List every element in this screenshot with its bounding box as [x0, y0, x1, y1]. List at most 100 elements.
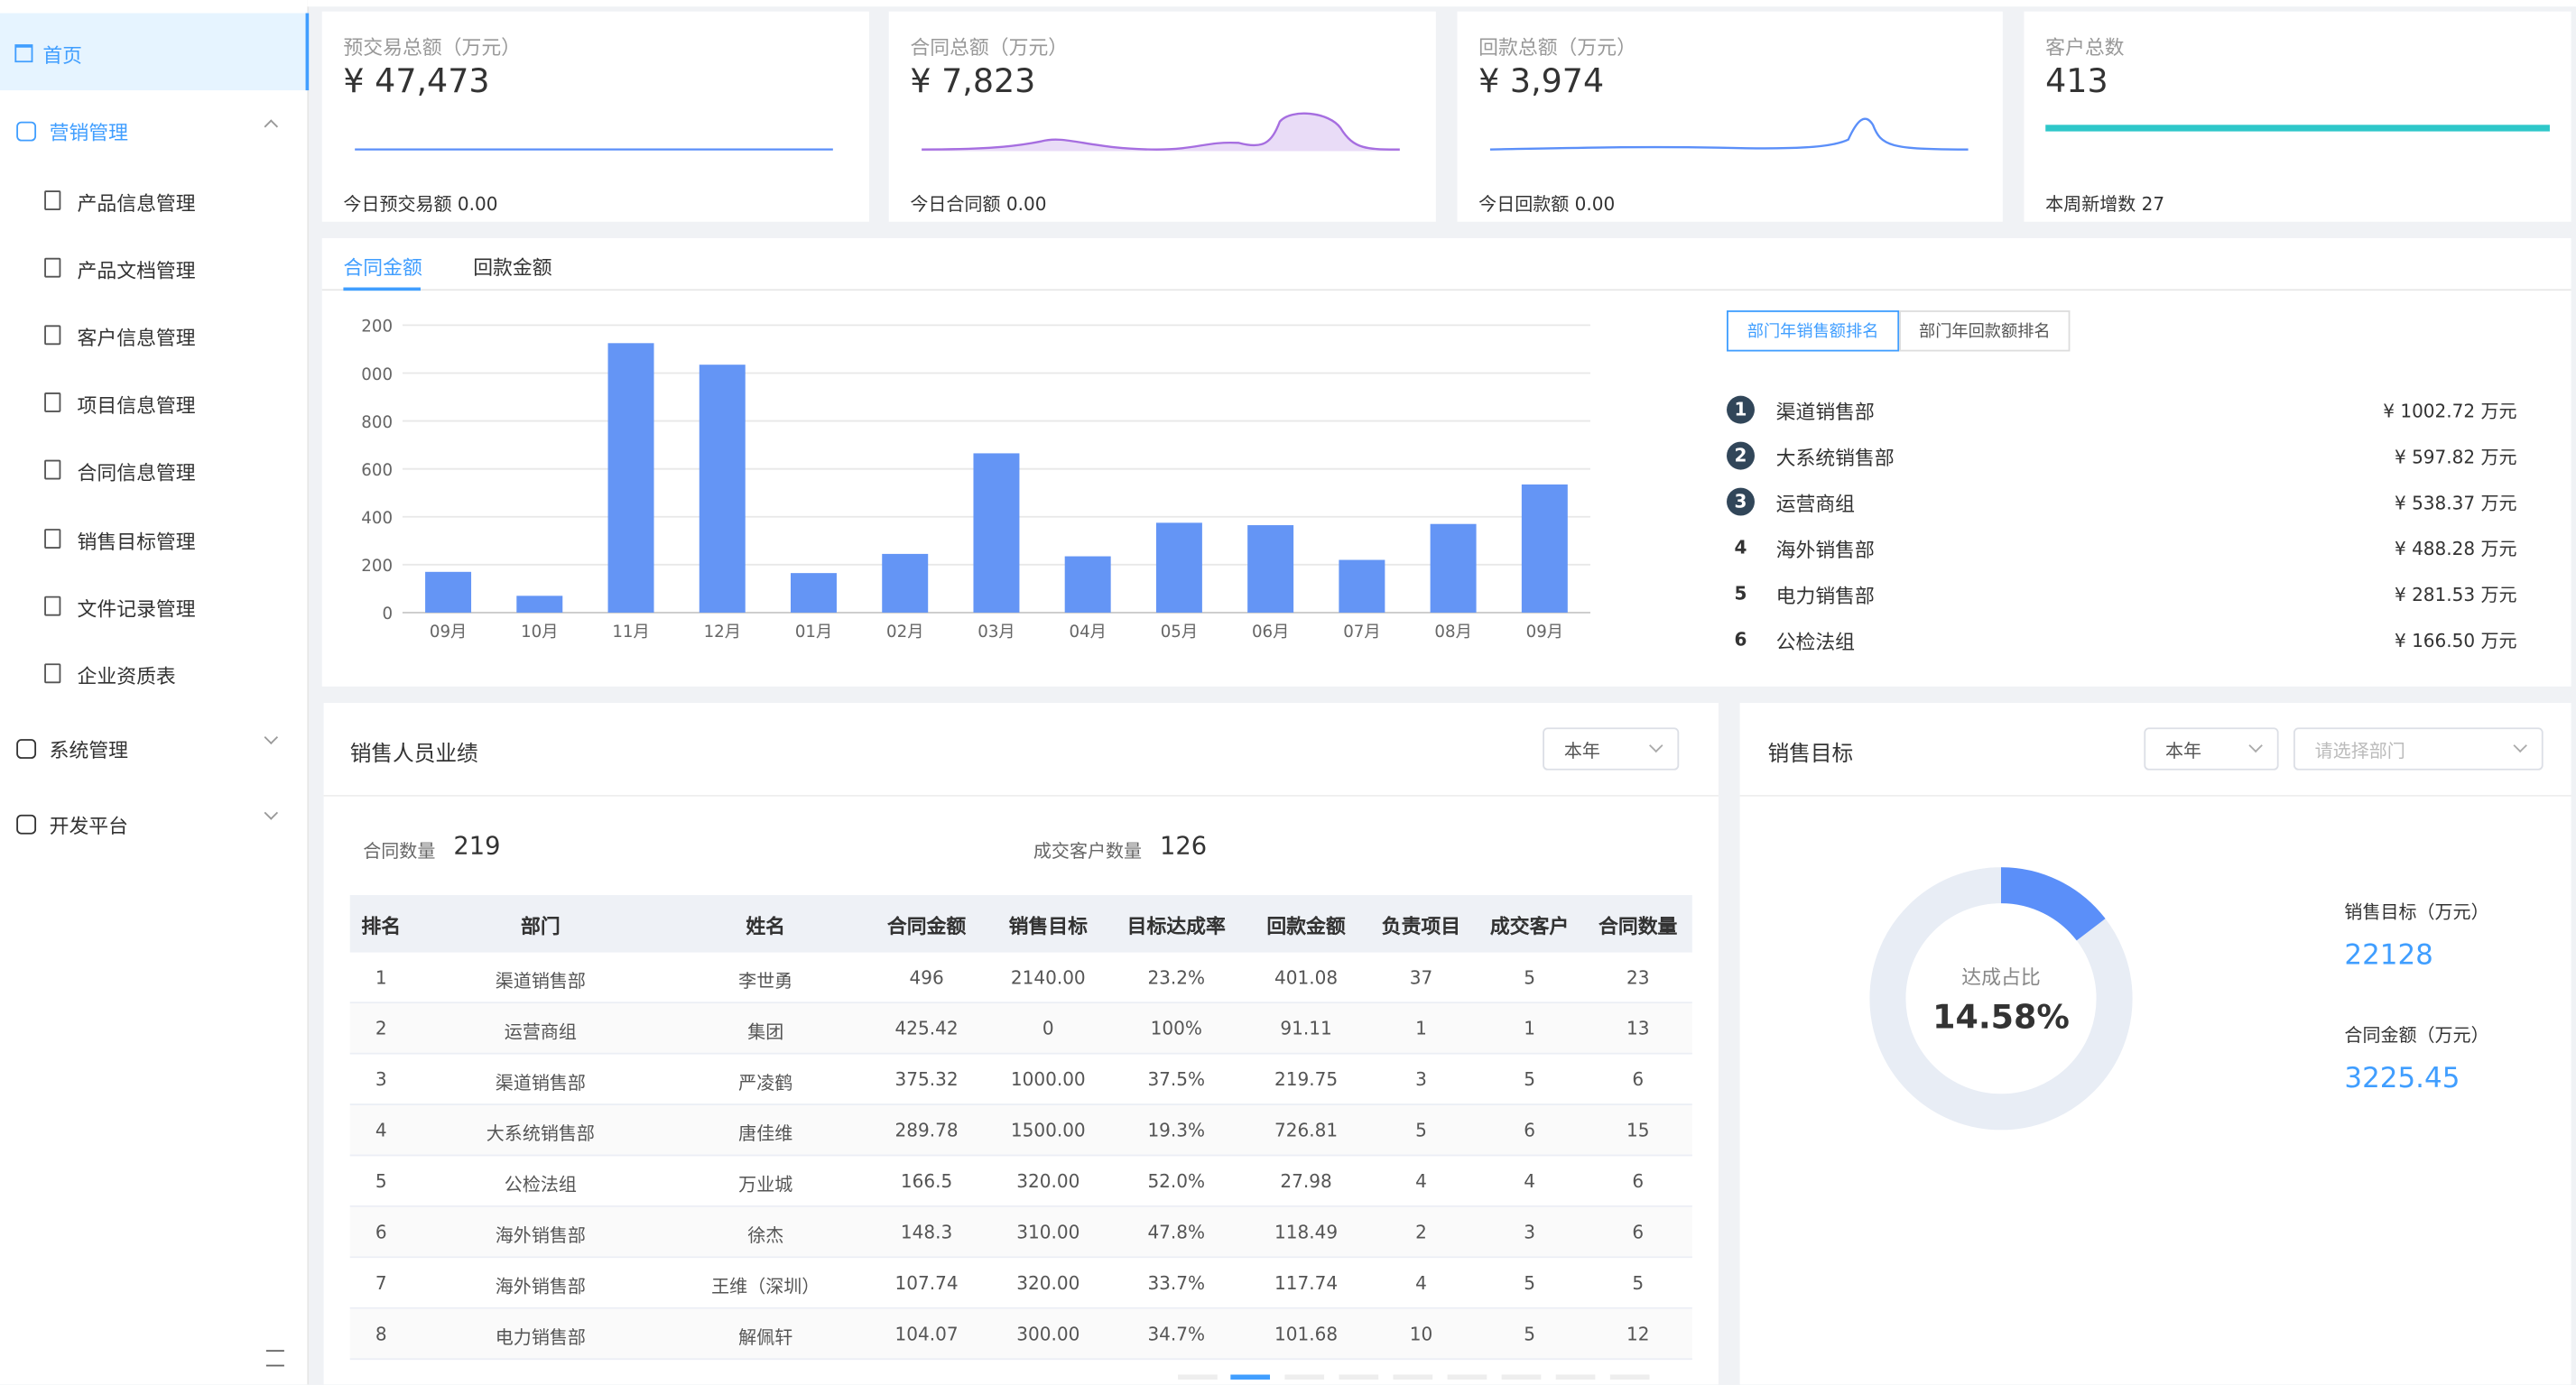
stat-card: 客户总数 413 本周新增数 27 [2024, 11, 2571, 222]
table-cell: 6 [1632, 1170, 1645, 1193]
select[interactable]: 本年 [1543, 727, 1680, 771]
x-tick-label: 10月 [521, 623, 558, 642]
select-arrow [2513, 738, 2527, 753]
stat-card: 回款总额（万元） ¥ 3,974 今日回款额 0.00 [1457, 11, 2003, 222]
rank-amount: ¥ 1002.72 万元 [2383, 401, 2517, 422]
table-cell: 5 [1524, 1272, 1535, 1295]
target-label: 销售目标（万元） [2344, 901, 2489, 923]
table-cell: 1500.00 [1010, 1120, 1086, 1142]
collapse-button[interactable] [265, 1350, 284, 1367]
card-footer: 今日合同额 0.00 [910, 193, 1047, 216]
submenu-icon [44, 528, 61, 549]
submenu-item[interactable]: 产品文档管理 [0, 235, 306, 300]
table-header: 姓名 [746, 914, 786, 938]
pagination-item[interactable] [1609, 1374, 1650, 1380]
select-text: 本年 [1563, 740, 1600, 762]
stat-label: 合同数量 [363, 840, 436, 863]
table-row [349, 1003, 1692, 1055]
pagination-item[interactable] [1178, 1374, 1218, 1380]
menu-group[interactable]: 系统管理 [0, 716, 306, 782]
x-tick-label: 09月 [430, 623, 467, 642]
table-cell: 5 [1415, 1120, 1427, 1142]
pagination-item[interactable] [1339, 1374, 1379, 1380]
table-cell: 解佩轩 [738, 1326, 793, 1349]
table-cell: 101.68 [1274, 1324, 1339, 1345]
menu-label: 开发平台 [49, 814, 129, 838]
sparkline [1489, 117, 1969, 151]
bar-chart: 0 200 400 600 800 000 200 09月 10月 11月 12月 01月 02月 03月… [361, 318, 1590, 642]
table-cell: 王维（深圳） [711, 1276, 820, 1297]
select[interactable]: 请选择部门 [2293, 727, 2544, 771]
rank-name: 渠道销售部 [1775, 401, 1875, 424]
table-cell: 37.5% [1147, 1068, 1206, 1091]
amount-label: 合同金额（万元） [2344, 1024, 2489, 1047]
table-cell: 徐杰 [747, 1224, 784, 1247]
bar [1521, 484, 1568, 613]
table-cell: 148.3 [900, 1222, 953, 1243]
select[interactable]: 本年 [2144, 727, 2279, 771]
pagination-item[interactable] [1393, 1374, 1433, 1380]
submenu-label: 销售目标管理 [77, 530, 196, 553]
table-cell: 15 [1626, 1120, 1650, 1142]
card-sparkline [355, 148, 833, 151]
table-cell: 34.7% [1147, 1324, 1206, 1345]
table-cell: 104.07 [894, 1324, 959, 1345]
card-title: 合同总额（万元） [910, 36, 1069, 60]
table-header: 成交客户 [1489, 914, 1570, 938]
submenu-item[interactable]: 合同信息管理 [0, 438, 306, 503]
pagination-item[interactable] [1555, 1374, 1596, 1380]
pagination-item[interactable] [1230, 1374, 1271, 1380]
submenu-label: 产品文档管理 [77, 259, 196, 283]
table-cell: 6 [1632, 1222, 1645, 1243]
sales-target-panel: 销售目标 本年 请选择部门 达成占比 14.58% 销售目标（万元） 22128 合同金额（万… [1739, 703, 2571, 1385]
table-header: 回款金额 [1266, 914, 1346, 938]
table-row [349, 1308, 1692, 1361]
ranking-tab[interactable]: 部门年回款额排名 [1899, 310, 2071, 352]
x-tick-label: 05月 [1161, 623, 1198, 642]
submenu-item[interactable]: 项目信息管理 [0, 370, 306, 436]
table-cell: 320.00 [1016, 1272, 1080, 1295]
chart-tab[interactable]: 合同金额 [343, 255, 422, 280]
menu-arrow [264, 730, 279, 744]
menu-group[interactable]: 开发平台 [0, 791, 306, 857]
donut-label: 达成占比 [1961, 965, 2041, 989]
bar [1247, 525, 1294, 613]
table-cell: 1 [1415, 1018, 1427, 1040]
table-cell: 2 [1415, 1222, 1427, 1243]
submenu-label: 客户信息管理 [77, 327, 196, 351]
pagination-item[interactable] [1284, 1374, 1325, 1380]
table-cell: 496 [909, 967, 944, 989]
table-cell: 6 [375, 1222, 387, 1243]
y-tick-label: 000 [361, 365, 393, 384]
table-cell: 4 [1415, 1170, 1427, 1193]
pagination-item[interactable] [1447, 1374, 1487, 1380]
menu-icon [14, 44, 33, 63]
table-cell: 6 [1632, 1068, 1645, 1091]
bar [425, 571, 472, 613]
menu-label: 首页 [42, 44, 83, 68]
table-cell: 4 [1415, 1272, 1427, 1295]
ranking-tab[interactable]: 部门年销售额排名 [1727, 310, 1900, 352]
table-cell: 117.74 [1274, 1272, 1339, 1295]
menu-group[interactable]: 营销管理 [0, 98, 306, 164]
table-cell: 1 [375, 967, 387, 989]
menu-item-home[interactable]: 首页 [0, 13, 310, 91]
pagination-item[interactable] [1501, 1374, 1542, 1380]
panel-title: 销售人员业绩 [349, 742, 478, 768]
table-cell: 5 [1524, 967, 1535, 989]
rank-name: 大系统销售部 [1775, 447, 1895, 470]
submenu-item[interactable]: 销售目标管理 [0, 505, 306, 571]
submenu-item[interactable]: 产品信息管理 [0, 168, 306, 234]
submenu-item[interactable]: 企业资质表 [0, 640, 306, 706]
table-header: 排名 [361, 914, 402, 938]
table-cell: 91.11 [1280, 1018, 1332, 1040]
table-cell: 集团 [747, 1021, 784, 1043]
submenu-item[interactable]: 文件记录管理 [0, 573, 306, 639]
chart-tab[interactable]: 回款金额 [473, 255, 552, 280]
table-cell: 13 [1626, 1018, 1650, 1040]
amount-value: 3225.45 [2344, 1062, 2460, 1096]
panel-divider [321, 289, 2571, 291]
rank-badge: 5 [1734, 583, 1747, 605]
submenu-item[interactable]: 客户信息管理 [0, 302, 306, 368]
rank-amount: ¥ 488.28 万元 [2394, 539, 2517, 560]
